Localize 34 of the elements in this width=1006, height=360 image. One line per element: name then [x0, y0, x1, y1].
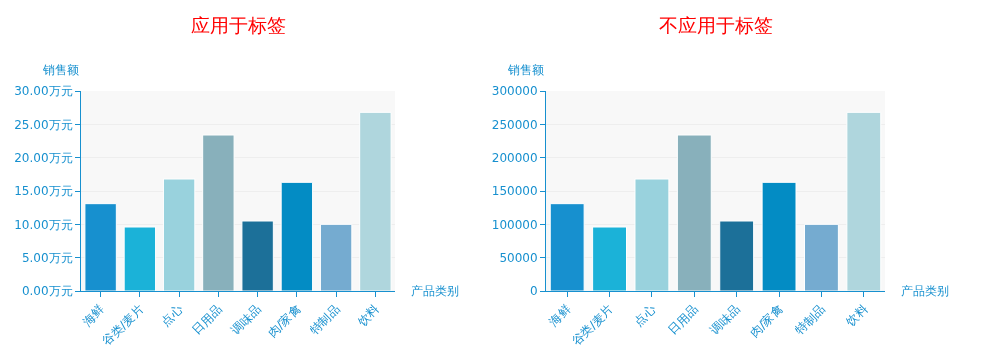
- y-tick-label: 0: [529, 284, 538, 299]
- y-tick-label: 100000: [491, 217, 538, 232]
- y-tick-label: 0.00万元: [21, 284, 73, 299]
- chart-title: 应用于标签: [190, 13, 286, 36]
- x-tick-label: 点心: [158, 301, 186, 329]
- y-tick-label: 250000: [491, 117, 538, 132]
- chart-title: 不应用于标签: [658, 13, 773, 36]
- y-tick-label: 200000: [491, 150, 538, 165]
- x-tick-label: 肉/家禽: [265, 301, 304, 341]
- x-tick-label: 海鲜: [546, 301, 574, 329]
- y-tick-label: 300000: [491, 84, 538, 99]
- y-axis-title: 销售额: [507, 63, 544, 77]
- x-tick-label: 日用品: [665, 301, 701, 338]
- x-tick-label: 饮料: [354, 301, 382, 330]
- y-tick-label: 50000: [499, 250, 538, 265]
- x-tick-label: 特制品: [307, 301, 343, 338]
- y-tick-label: 20.00万元: [14, 150, 73, 165]
- y-axis-title: 销售额: [42, 63, 79, 77]
- x-tick-label: 海鲜: [80, 301, 107, 329]
- x-tick-label: 饮料: [842, 301, 871, 330]
- y-tick-label: 15.00万元: [14, 184, 73, 199]
- y-tick-label: 5.00万元: [21, 250, 73, 265]
- y-tick-label: 150000: [491, 184, 538, 199]
- x-tick-label: 日用品: [189, 301, 225, 338]
- x-tick-label: 肉/家禽: [747, 301, 786, 341]
- x-tick-label: 调味品: [707, 301, 744, 338]
- y-tick-label: 30.00万元: [14, 84, 73, 99]
- y-tick-label: 10.00万元: [14, 217, 73, 232]
- x-tick-label: 调味品: [228, 301, 264, 338]
- x-axis-title: 产品类别: [411, 284, 459, 298]
- x-tick-label: 点心: [631, 301, 659, 329]
- x-tick-label: 特制品: [792, 301, 828, 338]
- x-axis-title: 产品类别: [901, 284, 949, 298]
- y-tick-label: 25.00万元: [14, 117, 73, 132]
